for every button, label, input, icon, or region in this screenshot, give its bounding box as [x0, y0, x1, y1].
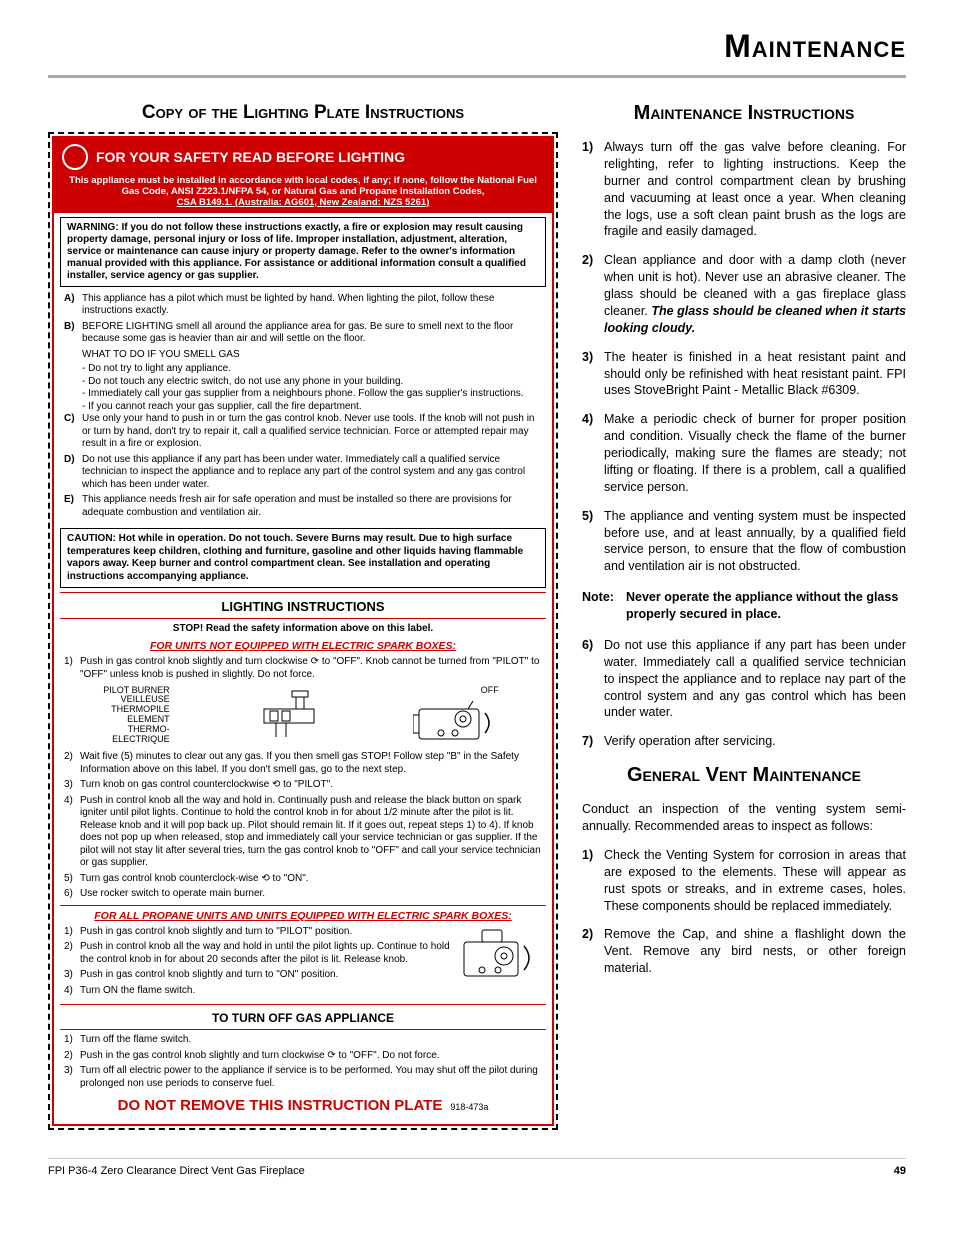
turn-off-title: TO TURN OFF GAS APPLIANCE — [60, 1011, 546, 1025]
maintenance-list-a: 1)Always turn off the gas valve before c… — [582, 139, 906, 575]
prohibit-icon — [62, 144, 88, 170]
for-propane-units: FOR ALL PROPANE UNITS AND UNITS EQUIPPED… — [60, 910, 546, 922]
lighting-plate-heading: Copy of the Lighting Plate Instructions — [48, 102, 558, 124]
alpha-list: A)This appliance has a pilot which must … — [60, 291, 546, 525]
safety-bar: FOR YOUR SAFETY READ BEFORE LIGHTING — [54, 138, 552, 176]
stop-line: STOP! Read the safety information above … — [60, 623, 546, 634]
instruction-plate: FOR YOUR SAFETY READ BEFORE LIGHTING Thi… — [48, 132, 558, 1130]
steps-no-spark-cont: 2)Wait five (5) minutes to clear out any… — [60, 751, 546, 901]
pilot-burner-icon — [256, 689, 326, 741]
page-title: Maintenance — [48, 28, 906, 69]
vent-intro: Conduct an inspection of the venting sys… — [582, 801, 906, 835]
code-notice: This appliance must be installed in acco… — [54, 176, 552, 213]
warning-box: WARNING: If you do not follow these inst… — [60, 217, 546, 287]
glass-note: Note:Never operate the appliance without… — [582, 589, 906, 623]
footer-page-number: 49 — [894, 1165, 906, 1177]
turn-off-steps: 1)Turn off the flame switch. 2)Push in t… — [60, 1034, 546, 1090]
page-footer: FPI P36-4 Zero Clearance Direct Vent Gas… — [48, 1158, 906, 1177]
safety-bar-text: FOR YOUR SAFETY READ BEFORE LIGHTING — [96, 149, 405, 165]
pilot-diagram: PILOT BURNER VEILLEUSE THERMOPILE ELEMEN… — [60, 685, 546, 745]
general-vent-heading: General Vent Maintenance — [582, 764, 906, 787]
do-not-remove: DO NOT REMOVE THIS INSTRUCTION PLATE918-… — [60, 1093, 546, 1118]
gas-valve-icon — [413, 695, 503, 745]
vent-list: 1)Check the Venting System for corrosion… — [582, 847, 906, 977]
footer-product: FPI P36-4 Zero Clearance Direct Vent Gas… — [48, 1165, 305, 1177]
for-units-no-spark: FOR UNITS NOT EQUIPPED WITH ELECTRIC SPA… — [60, 640, 546, 652]
caution-box: CAUTION: Hot while in operation. Do not … — [60, 528, 546, 588]
steps-propane: 1)Push in gas control knob slightly and … — [60, 926, 454, 1001]
title-rule — [48, 75, 906, 78]
gas-valve-icon-2 — [460, 926, 540, 986]
maintenance-list-b: 6)Do not use this appliance if any part … — [582, 637, 906, 750]
steps-no-spark: 1)Push in gas control knob slightly and … — [60, 656, 546, 681]
maintenance-instructions-heading: Maintenance Instructions — [582, 102, 906, 125]
lighting-instructions-title: LIGHTING INSTRUCTIONS — [60, 599, 546, 614]
